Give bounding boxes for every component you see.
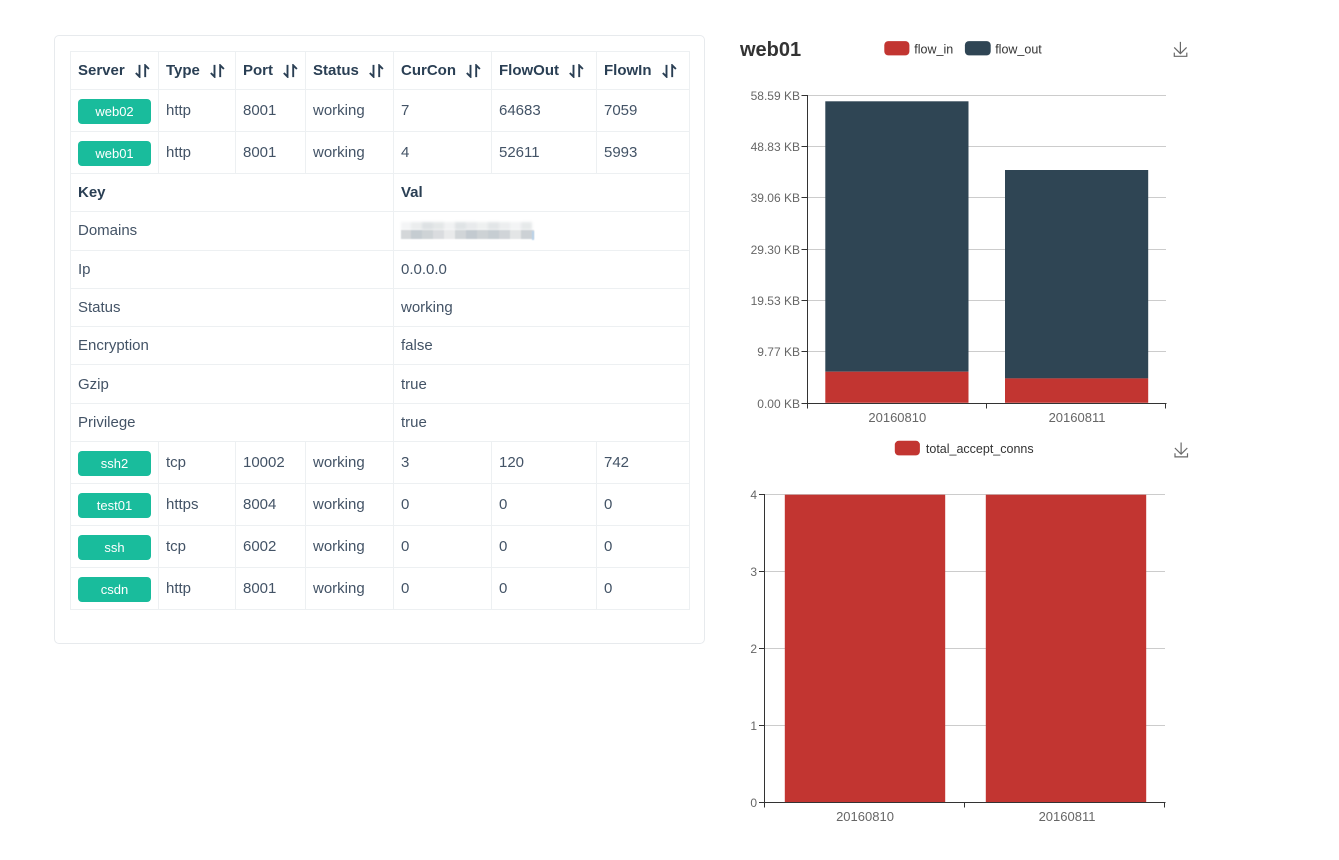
svg-text:39.06 KB: 39.06 KB bbox=[751, 191, 800, 205]
svg-text:20160810: 20160810 bbox=[836, 809, 894, 824]
svg-text:20160811: 20160811 bbox=[1049, 410, 1106, 425]
svg-text:29.30 KB: 29.30 KB bbox=[751, 243, 800, 257]
svg-text:9.77 KB: 9.77 KB bbox=[757, 345, 800, 359]
svg-text:1: 1 bbox=[750, 719, 757, 733]
svg-text:20160811: 20160811 bbox=[1039, 809, 1096, 824]
svg-text:0: 0 bbox=[750, 796, 757, 810]
svg-text:2: 2 bbox=[750, 642, 757, 656]
svg-text:19.53 KB: 19.53 KB bbox=[751, 294, 800, 308]
svg-text:48.83 KB: 48.83 KB bbox=[751, 140, 800, 154]
svg-text:4: 4 bbox=[750, 488, 757, 502]
svg-text:total_accept_conns: total_accept_conns bbox=[926, 442, 1034, 456]
svg-text:web01: web01 bbox=[739, 39, 801, 61]
svg-text:20160810: 20160810 bbox=[868, 410, 926, 425]
svg-text:0.00 KB: 0.00 KB bbox=[757, 397, 800, 411]
svg-text:58.59 KB: 58.59 KB bbox=[751, 89, 800, 103]
svg-text:3: 3 bbox=[750, 565, 757, 579]
svg-text:flow_in: flow_in bbox=[914, 42, 953, 56]
svg-text:flow_out: flow_out bbox=[995, 42, 1042, 56]
